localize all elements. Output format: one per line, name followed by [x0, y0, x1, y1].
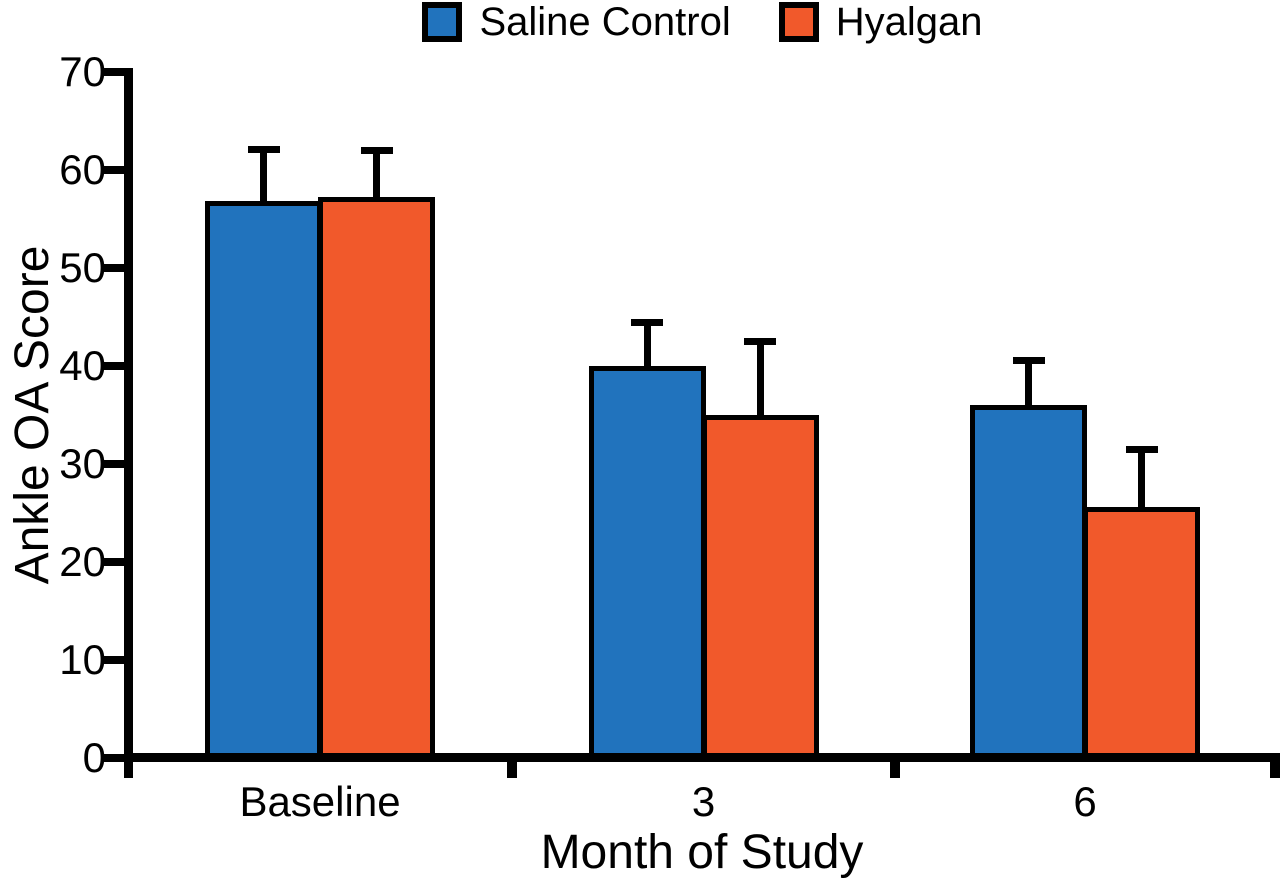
legend-item-hyalgan: Hyalgan	[778, 0, 983, 44]
y-axis-tick	[103, 361, 125, 370]
y-axis-tick	[103, 68, 125, 76]
y-axis-line	[124, 68, 133, 778]
error-bar-stem-saline-control-baseline	[260, 146, 267, 204]
bar-hyalgan-6	[1083, 507, 1200, 762]
y-tick-label: 30	[59, 439, 106, 487]
error-bar-cap-saline-control-baseline	[248, 146, 280, 153]
legend-swatch-hyalgan	[778, 2, 819, 42]
error-bar-cap-hyalgan-6	[1126, 446, 1158, 453]
x-axis-tick	[1270, 753, 1280, 778]
y-tick-label: 40	[59, 341, 106, 389]
error-bar-stem-saline-control-6	[1025, 357, 1032, 408]
legend-swatch-saline-control	[422, 2, 463, 42]
y-axis-tick	[103, 459, 125, 468]
legend-label-hyalgan: Hyalgan	[835, 0, 983, 44]
y-tick-label: 60	[59, 145, 106, 193]
bar-saline-control-6	[970, 405, 1087, 762]
y-tick-label: 70	[59, 48, 106, 95]
y-axis-tick	[103, 655, 125, 664]
x-category-label: 3	[691, 778, 716, 825]
x-category-label: 6	[1073, 778, 1097, 825]
y-tick-label: 0	[82, 733, 106, 781]
x-axis-tick	[507, 753, 517, 778]
y-axis-tick	[103, 753, 125, 762]
error-bar-cap-saline-control-6	[1013, 357, 1045, 364]
chart-legend: Saline Control Hyalgan	[128, 0, 1277, 50]
error-bar-stem-hyalgan-baseline	[373, 147, 380, 200]
error-bar-stem-saline-control-3	[644, 319, 651, 369]
y-axis-tick	[103, 165, 125, 174]
error-bar-cap-hyalgan-baseline	[361, 147, 393, 154]
x-category-label: Baseline	[239, 778, 401, 825]
y-tick-label: 50	[59, 243, 106, 291]
error-bar-stem-hyalgan-3	[757, 338, 764, 418]
bar-hyalgan-3	[701, 415, 819, 762]
bar-hyalgan-baseline	[318, 197, 435, 762]
x-axis-tick	[890, 753, 900, 778]
x-axis-line	[124, 753, 1277, 762]
bar-saline-control-baseline	[205, 201, 322, 762]
y-tick-label: 20	[59, 537, 106, 585]
error-bar-stem-hyalgan-6	[1138, 446, 1145, 510]
x-axis-title: Month of Study	[540, 826, 864, 879]
error-bar-cap-hyalgan-3	[744, 338, 776, 345]
y-axis-tick	[103, 557, 125, 566]
legend-item-saline-control: Saline Control	[422, 0, 731, 44]
y-tick-label: 10	[59, 635, 106, 683]
bar-saline-control-3	[588, 366, 706, 762]
error-bar-cap-saline-control-3	[631, 319, 663, 326]
legend-label-saline-control: Saline Control	[479, 0, 731, 44]
y-axis-tick	[103, 263, 125, 272]
